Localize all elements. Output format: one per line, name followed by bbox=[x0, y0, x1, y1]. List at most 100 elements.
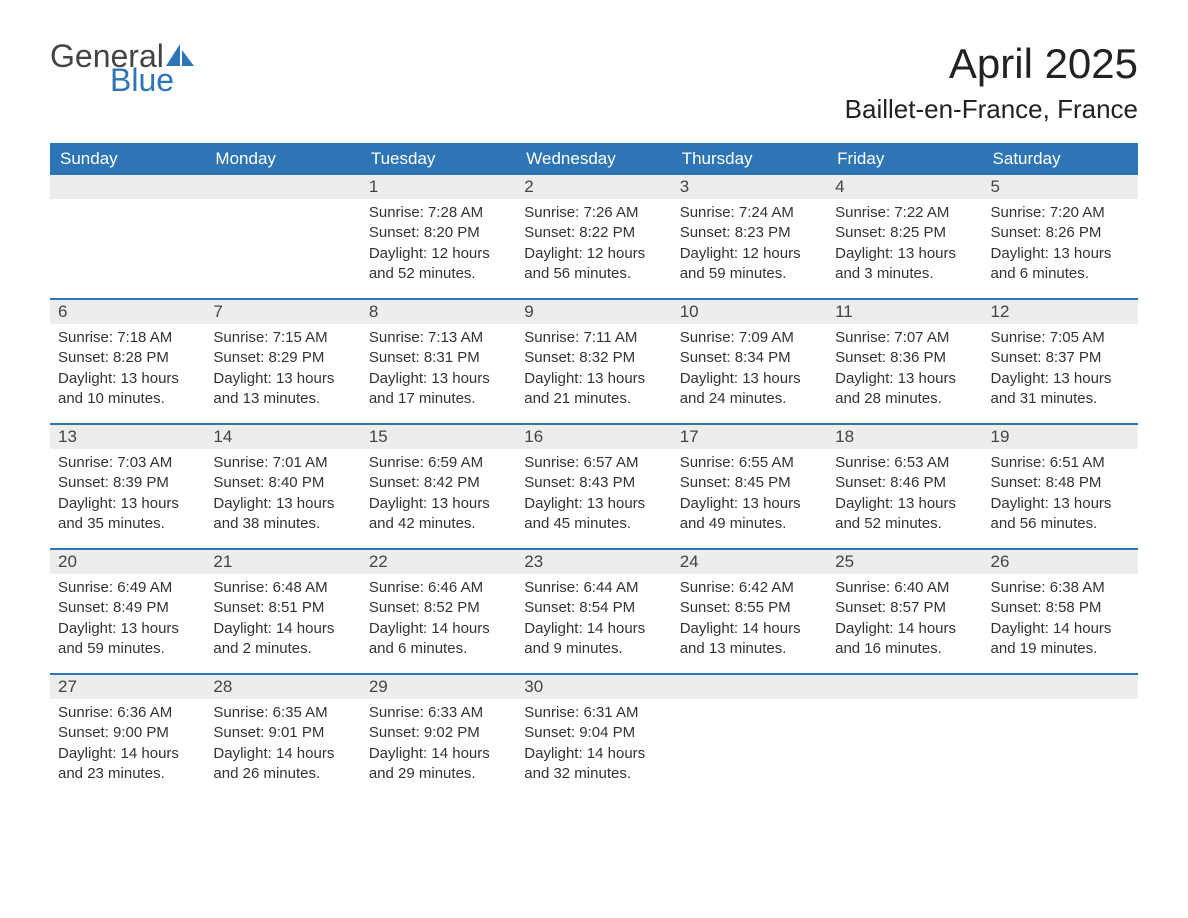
daylight-text: Daylight: 13 hours and 38 minutes. bbox=[213, 494, 352, 535]
day-number-cell: 4 bbox=[827, 175, 982, 199]
sunrise-text: Sunrise: 6:59 AM bbox=[369, 453, 508, 473]
sunset-text: Sunset: 9:00 PM bbox=[58, 723, 197, 743]
day-number-cell: 22 bbox=[361, 549, 516, 574]
day-number-cell: 5 bbox=[983, 175, 1138, 199]
page-header: General Blue April 2025 Baillet-en-Franc… bbox=[50, 40, 1138, 135]
sunset-text: Sunset: 9:02 PM bbox=[369, 723, 508, 743]
sunset-text: Sunset: 8:36 PM bbox=[835, 348, 974, 368]
day-content-cell: Sunrise: 7:05 AMSunset: 8:37 PMDaylight:… bbox=[983, 324, 1138, 424]
sunset-text: Sunset: 8:37 PM bbox=[991, 348, 1130, 368]
day-content-cell: Sunrise: 6:38 AMSunset: 8:58 PMDaylight:… bbox=[983, 574, 1138, 674]
sunset-text: Sunset: 8:48 PM bbox=[991, 473, 1130, 493]
sunset-text: Sunset: 8:49 PM bbox=[58, 598, 197, 618]
day-content-cell: Sunrise: 7:18 AMSunset: 8:28 PMDaylight:… bbox=[50, 324, 205, 424]
sunset-text: Sunset: 8:57 PM bbox=[835, 598, 974, 618]
daylight-text: Daylight: 13 hours and 17 minutes. bbox=[369, 369, 508, 410]
day-number-cell: 1 bbox=[361, 175, 516, 199]
day-number-cell: 28 bbox=[205, 674, 360, 699]
day-number-cell: 3 bbox=[672, 175, 827, 199]
daylight-text: Daylight: 13 hours and 3 minutes. bbox=[835, 244, 974, 285]
day-number-cell: 25 bbox=[827, 549, 982, 574]
sunrise-text: Sunrise: 7:15 AM bbox=[213, 328, 352, 348]
day-content-cell: Sunrise: 7:20 AMSunset: 8:26 PMDaylight:… bbox=[983, 199, 1138, 299]
daylight-text: Daylight: 13 hours and 24 minutes. bbox=[680, 369, 819, 410]
day-number-cell bbox=[827, 674, 982, 699]
day-content-cell: Sunrise: 6:53 AMSunset: 8:46 PMDaylight:… bbox=[827, 449, 982, 549]
day-content-row: Sunrise: 6:49 AMSunset: 8:49 PMDaylight:… bbox=[50, 574, 1138, 674]
day-number-cell: 13 bbox=[50, 424, 205, 449]
day-content-row: Sunrise: 7:28 AMSunset: 8:20 PM Daylight:… bbox=[50, 199, 1138, 299]
daylight-text: Daylight: 14 hours and 26 minutes. bbox=[213, 744, 352, 785]
sunset-text: Sunset: 8:40 PM bbox=[213, 473, 352, 493]
sunrise-text: Sunrise: 7:28 AM bbox=[369, 203, 508, 223]
calendar-table: Sunday Monday Tuesday Wednesday Thursday… bbox=[50, 143, 1138, 799]
day-number-cell: 30 bbox=[516, 674, 671, 699]
day-content-row: Sunrise: 7:18 AMSunset: 8:28 PMDaylight:… bbox=[50, 324, 1138, 424]
daylight-text: Daylight: 13 hours and 49 minutes. bbox=[680, 494, 819, 535]
sunrise-text: Sunrise: 7:22 AM bbox=[835, 203, 974, 223]
day-content-cell: Sunrise: 7:15 AMSunset: 8:29 PMDaylight:… bbox=[205, 324, 360, 424]
daylight-text: Daylight: 13 hours and 13 minutes. bbox=[213, 369, 352, 410]
daylight-text: Daylight: 12 hours and 56 minutes. bbox=[524, 244, 663, 285]
day-content-cell: Sunrise: 6:51 AMSunset: 8:48 PMDaylight:… bbox=[983, 449, 1138, 549]
sunset-text: Sunset: 8:54 PM bbox=[524, 598, 663, 618]
daylight-text: Daylight: 14 hours and 2 minutes. bbox=[213, 619, 352, 660]
weekday-header: Friday bbox=[827, 143, 982, 175]
sunrise-text: Sunrise: 6:38 AM bbox=[991, 578, 1130, 598]
sunrise-text: Sunrise: 7:24 AM bbox=[680, 203, 819, 223]
daylight-text: Daylight: 14 hours and 29 minutes. bbox=[369, 744, 508, 785]
weekday-header: Wednesday bbox=[516, 143, 671, 175]
sunrise-text: Sunrise: 6:40 AM bbox=[835, 578, 974, 598]
daylight-text: Daylight: 13 hours and 28 minutes. bbox=[835, 369, 974, 410]
day-number-cell: 15 bbox=[361, 424, 516, 449]
day-number-row: 13141516171819 bbox=[50, 424, 1138, 449]
day-number-cell: 7 bbox=[205, 299, 360, 324]
sunrise-text: Sunrise: 6:57 AM bbox=[524, 453, 663, 473]
day-content-cell: Sunrise: 6:31 AMSunset: 9:04 PMDaylight:… bbox=[516, 699, 671, 799]
daylight-text: Daylight: 14 hours and 9 minutes. bbox=[524, 619, 663, 660]
sunrise-text: Sunrise: 6:53 AM bbox=[835, 453, 974, 473]
sunset-text: Sunset: 8:31 PM bbox=[369, 348, 508, 368]
day-number-cell: 6 bbox=[50, 299, 205, 324]
day-number-cell: 27 bbox=[50, 674, 205, 699]
daylight-text: Daylight: 12 hours and 59 minutes. bbox=[680, 244, 819, 285]
daylight-text: Daylight: 13 hours and 56 minutes. bbox=[991, 494, 1130, 535]
sunset-text: Sunset: 8:45 PM bbox=[680, 473, 819, 493]
sunset-text: Sunset: 8:52 PM bbox=[369, 598, 508, 618]
daylight-text: Daylight: 13 hours and 42 minutes. bbox=[369, 494, 508, 535]
sunrise-text: Sunrise: 6:46 AM bbox=[369, 578, 508, 598]
day-content-cell: Sunrise: 6:57 AMSunset: 8:43 PMDaylight:… bbox=[516, 449, 671, 549]
sunset-text: Sunset: 8:42 PM bbox=[369, 473, 508, 493]
day-number-row: 27282930 bbox=[50, 674, 1138, 699]
day-content-cell: Sunrise: 7:09 AMSunset: 8:34 PMDaylight:… bbox=[672, 324, 827, 424]
sunset-text: Sunset: 9:04 PM bbox=[524, 723, 663, 743]
day-content-cell: Sunrise: 7:11 AMSunset: 8:32 PMDaylight:… bbox=[516, 324, 671, 424]
daylight-text: Daylight: 14 hours and 13 minutes. bbox=[680, 619, 819, 660]
sunset-text: Sunset: 8:20 PM bbox=[369, 223, 508, 243]
sunrise-text: Sunrise: 7:26 AM bbox=[524, 203, 663, 223]
day-content-cell: Sunrise: 6:49 AMSunset: 8:49 PMDaylight:… bbox=[50, 574, 205, 674]
location-subtitle: Baillet-en-France, France bbox=[845, 94, 1138, 125]
sunset-text: Sunset: 8:55 PM bbox=[680, 598, 819, 618]
day-number-cell bbox=[983, 674, 1138, 699]
day-number-cell: 9 bbox=[516, 299, 671, 324]
logo-word2: Blue bbox=[110, 64, 174, 96]
sunset-text: Sunset: 8:26 PM bbox=[991, 223, 1130, 243]
day-content-row: Sunrise: 7:03 AMSunset: 8:39 PMDaylight:… bbox=[50, 449, 1138, 549]
day-number-cell: 2 bbox=[516, 175, 671, 199]
sunset-text: Sunset: 9:01 PM bbox=[213, 723, 352, 743]
day-content-cell bbox=[672, 699, 827, 799]
weekday-header: Saturday bbox=[983, 143, 1138, 175]
day-content-cell: Sunrise: 6:59 AMSunset: 8:42 PMDaylight:… bbox=[361, 449, 516, 549]
sunrise-text: Sunrise: 6:51 AM bbox=[991, 453, 1130, 473]
day-content-cell: Sunrise: 7:26 AMSunset: 8:22 PMDaylight:… bbox=[516, 199, 671, 299]
sunrise-text: Sunrise: 7:05 AM bbox=[991, 328, 1130, 348]
daylight-text: Daylight: 14 hours and 19 minutes. bbox=[991, 619, 1130, 660]
day-number-cell: 10 bbox=[672, 299, 827, 324]
day-content-cell: Sunrise: 7:07 AMSunset: 8:36 PMDaylight:… bbox=[827, 324, 982, 424]
weekday-header: Thursday bbox=[672, 143, 827, 175]
day-content-cell: Sunrise: 7:22 AMSunset: 8:25 PMDaylight:… bbox=[827, 199, 982, 299]
day-number-cell: 19 bbox=[983, 424, 1138, 449]
day-content-cell: Sunrise: 6:35 AMSunset: 9:01 PMDaylight:… bbox=[205, 699, 360, 799]
sunset-text: Sunset: 8:23 PM bbox=[680, 223, 819, 243]
